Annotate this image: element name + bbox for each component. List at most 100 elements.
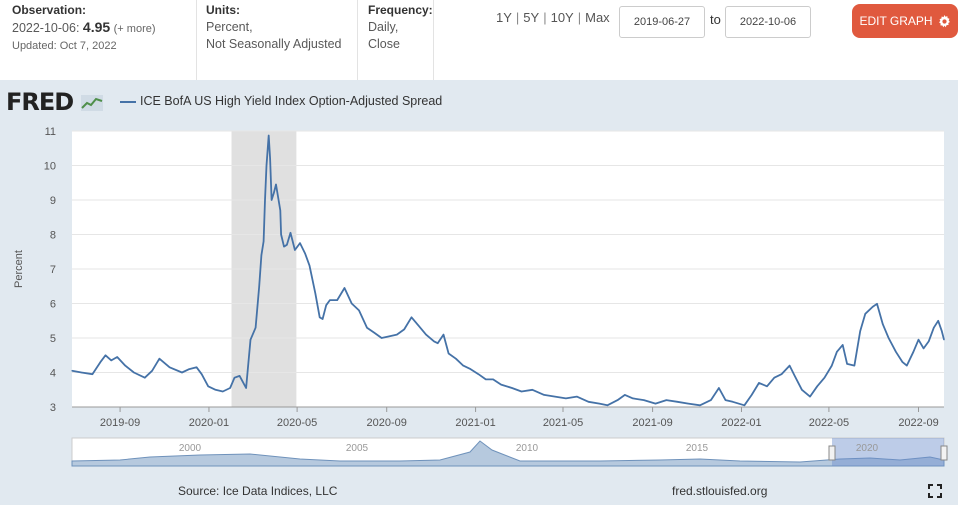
y-tick-label: 8 <box>50 230 56 242</box>
edit-graph-button[interactable]: EDIT GRAPH <box>852 4 958 38</box>
more-observations-link[interactable]: (+ more) <box>113 23 156 35</box>
data-point <box>766 385 768 387</box>
data-point <box>809 396 811 398</box>
data-point <box>254 327 257 329</box>
data-point <box>245 387 247 389</box>
data-point <box>933 327 935 329</box>
x-tick-label: 2022-09 <box>898 417 938 429</box>
data-point <box>836 351 838 353</box>
data-point <box>576 396 578 398</box>
data-point <box>831 365 833 367</box>
data-point <box>304 252 306 255</box>
gear-icon <box>938 14 950 27</box>
frequency-line2: Close <box>368 37 400 51</box>
data-point <box>151 370 153 372</box>
observation-date: 2022-10-06: <box>12 21 80 35</box>
data-point <box>389 335 391 337</box>
data-point <box>462 365 464 367</box>
fred-logo-text: FRED <box>6 88 74 116</box>
units-line1: Percent, <box>206 20 253 34</box>
navigator-label: 2005 <box>346 443 369 454</box>
data-point <box>872 306 874 308</box>
data-point <box>158 358 161 360</box>
data-point <box>937 320 939 322</box>
data-point <box>687 402 689 405</box>
data-point <box>265 164 268 167</box>
observation-label: Observation: <box>12 3 87 17</box>
data-point <box>410 316 413 318</box>
x-tick-label: 2020-05 <box>277 417 317 429</box>
frequency-block: Frequency: Daily, Close <box>368 2 438 53</box>
data-point <box>853 365 855 367</box>
x-tick-label: 2021-05 <box>543 417 583 429</box>
y-tick-label: 7 <box>50 264 56 276</box>
units-line2: Not Seasonally Adjusted <box>206 37 342 51</box>
start-date-input[interactable]: 2019-06-27 <box>619 6 705 38</box>
data-point <box>859 330 861 332</box>
navigator-label: 2000 <box>179 443 202 454</box>
data-point <box>308 264 311 267</box>
data-point <box>794 375 796 377</box>
data-point <box>188 368 190 370</box>
data-point <box>229 387 231 389</box>
data-point <box>485 378 487 380</box>
line-chart[interactable]: 3 4 5 6 7 8 9 10 11 2019-09 2020-01 2020-05 2020-09… <box>0 80 958 505</box>
data-point <box>258 285 260 287</box>
range-10y[interactable]: 10Y <box>550 10 574 25</box>
data-point <box>617 399 619 401</box>
data-point <box>448 352 450 355</box>
data-point <box>264 199 266 201</box>
data-point <box>788 365 791 367</box>
data-point <box>912 351 915 353</box>
data-point <box>906 365 908 367</box>
data-point <box>442 333 445 336</box>
data-point <box>565 397 567 399</box>
data-point <box>280 233 282 236</box>
data-point <box>437 342 439 344</box>
fred-url[interactable]: fred.stlouisfed.org <box>672 484 768 498</box>
navigator-series-area <box>71 440 945 467</box>
data-point <box>543 394 545 396</box>
range-selector: 1Y | 5Y | 10Y | Max <box>496 10 610 25</box>
range-1y[interactable]: 1Y <box>496 10 512 25</box>
data-point <box>286 244 288 246</box>
data-point <box>876 303 878 305</box>
data-point <box>249 339 252 341</box>
x-tick-label: 2022-01 <box>721 417 761 429</box>
data-point <box>238 375 241 377</box>
data-point <box>381 337 383 339</box>
x-tick-label: 2020-01 <box>189 417 229 429</box>
data-point <box>104 354 107 356</box>
data-point <box>283 245 285 248</box>
fullscreen-icon[interactable] <box>928 484 942 498</box>
end-date-input[interactable]: 2022-10-06 <box>725 6 811 38</box>
data-point <box>606 404 609 406</box>
navigator-handle-left[interactable] <box>828 445 836 461</box>
range-5y[interactable]: 5Y <box>523 10 540 25</box>
data-point <box>110 359 112 362</box>
data-point <box>181 371 183 374</box>
data-point <box>895 351 897 353</box>
data-point <box>531 389 534 391</box>
data-point <box>455 358 457 360</box>
data-point <box>425 333 427 336</box>
data-point <box>222 390 224 393</box>
data-point <box>116 356 118 358</box>
data-point <box>271 199 273 201</box>
navigator-label: 2020 <box>856 443 879 454</box>
data-point <box>718 387 720 389</box>
data-point <box>554 396 556 398</box>
y-tick-label: 3 <box>50 402 56 414</box>
data-point <box>816 385 818 387</box>
range-max[interactable]: Max <box>585 10 610 25</box>
data-point <box>710 399 712 401</box>
data-point <box>260 254 263 256</box>
data-point <box>325 304 327 306</box>
legend-series-name: ICE BofA US High Yield Index Option-Adju… <box>140 94 443 108</box>
data-point <box>587 401 590 403</box>
data-point <box>279 209 281 211</box>
y-axis-label: Percent <box>13 250 25 288</box>
navigator-handle-right[interactable] <box>940 445 948 461</box>
navigator-selection[interactable] <box>832 438 944 466</box>
data-point <box>299 242 301 244</box>
